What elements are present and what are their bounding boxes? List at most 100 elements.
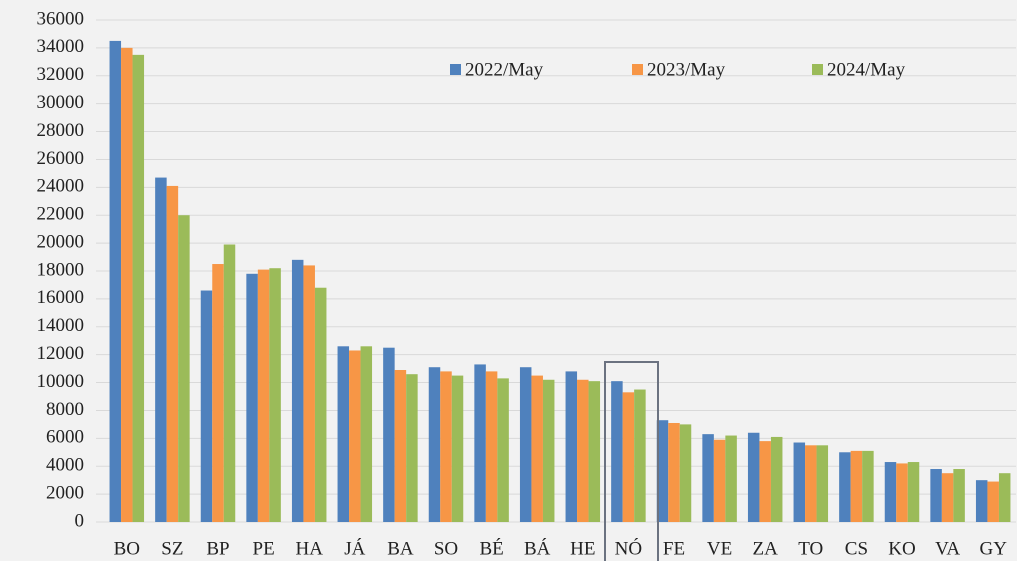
bar — [793, 442, 806, 522]
legend-swatch — [450, 64, 461, 75]
bar — [383, 347, 395, 522]
bar — [896, 463, 908, 522]
bar — [565, 371, 578, 522]
bar — [975, 480, 988, 522]
y-tick-label: 18000 — [37, 259, 85, 280]
y-tick-label: 32000 — [37, 64, 85, 85]
bar — [257, 269, 270, 522]
bar — [679, 424, 692, 522]
y-tick-label: 10000 — [37, 371, 85, 392]
bar — [862, 450, 874, 522]
highlight-box — [604, 361, 659, 561]
bar — [200, 290, 213, 522]
bar — [953, 469, 965, 522]
x-tick-label: BÁ — [524, 537, 551, 559]
y-tick-label: 36000 — [37, 8, 85, 29]
bar — [519, 367, 532, 522]
x-tick-label: VA — [935, 538, 960, 559]
bar — [269, 268, 281, 522]
bar — [770, 436, 783, 522]
bar — [166, 185, 179, 522]
bar — [531, 375, 543, 522]
bar — [394, 370, 407, 522]
bar — [428, 367, 441, 522]
bar — [611, 381, 623, 522]
y-tick-label: 34000 — [37, 36, 85, 57]
bar — [622, 392, 635, 522]
bar — [406, 374, 418, 522]
bar — [109, 40, 122, 523]
legend-swatch — [632, 64, 643, 75]
bar — [223, 244, 236, 522]
legend-label: 2022/May — [465, 59, 544, 80]
y-tick-label: 24000 — [37, 176, 85, 197]
bar — [349, 350, 361, 522]
x-tick-label: ZA — [753, 538, 779, 559]
bar — [884, 462, 897, 522]
x-tick-label: NÓ — [615, 537, 642, 559]
bar — [747, 432, 760, 522]
bar — [998, 473, 1011, 522]
x-tick-label: TO — [798, 538, 823, 559]
bar — [474, 364, 486, 522]
bar — [634, 389, 646, 522]
bar — [713, 439, 726, 522]
bar — [360, 346, 373, 522]
legend-swatch — [812, 64, 823, 75]
bar — [155, 177, 167, 523]
bar — [132, 54, 145, 522]
bar — [725, 435, 737, 522]
x-tick-label: FE — [663, 538, 685, 559]
bar — [816, 445, 829, 522]
x-tick-label: SZ — [161, 538, 183, 559]
bar — [839, 452, 851, 522]
bar — [668, 422, 680, 522]
bar — [907, 462, 920, 522]
bar — [314, 287, 327, 522]
bar — [291, 259, 304, 522]
bar — [440, 371, 452, 522]
bar — [850, 450, 863, 522]
y-tick-label: 20000 — [37, 231, 85, 252]
x-tick-label: GY — [979, 538, 1007, 559]
y-tick-label: 2000 — [46, 482, 84, 503]
x-tick-label: BP — [206, 538, 229, 559]
y-tick-label: 12000 — [37, 343, 85, 364]
bar — [497, 378, 509, 522]
x-tick-label: BÉ — [479, 537, 503, 559]
y-tick-label: 14000 — [37, 315, 85, 336]
y-tick-label: 16000 — [37, 287, 85, 308]
bar — [805, 445, 817, 522]
bar — [987, 481, 999, 522]
x-tick-label: BA — [387, 538, 414, 559]
y-tick-label: 6000 — [46, 427, 84, 448]
legend-label: 2024/May — [827, 59, 906, 80]
legend-label: 2023/May — [647, 59, 726, 80]
x-tick-label: KO — [888, 538, 915, 559]
bar — [656, 420, 669, 522]
bar — [485, 371, 498, 522]
bar — [451, 375, 464, 522]
x-tick-label: BO — [114, 538, 140, 559]
y-tick-label: 26000 — [37, 148, 85, 169]
bar — [121, 47, 133, 523]
bar — [930, 469, 942, 522]
x-tick-label: HE — [570, 538, 595, 559]
y-tick-label: 30000 — [37, 92, 85, 113]
bar — [337, 346, 350, 522]
x-tick-label: VE — [707, 538, 732, 559]
bar — [941, 473, 954, 522]
y-tick-label: 8000 — [46, 399, 84, 420]
bar — [246, 273, 258, 522]
bar — [759, 441, 771, 522]
y-tick-label: 28000 — [37, 120, 85, 141]
x-tick-label: HA — [295, 538, 323, 559]
y-tick-label: 4000 — [46, 455, 84, 476]
y-tick-label: 0 — [75, 510, 85, 531]
bar — [212, 264, 224, 522]
bar — [588, 381, 601, 522]
bar — [303, 265, 315, 522]
bar — [702, 434, 714, 522]
x-tick-label: CS — [845, 538, 868, 559]
